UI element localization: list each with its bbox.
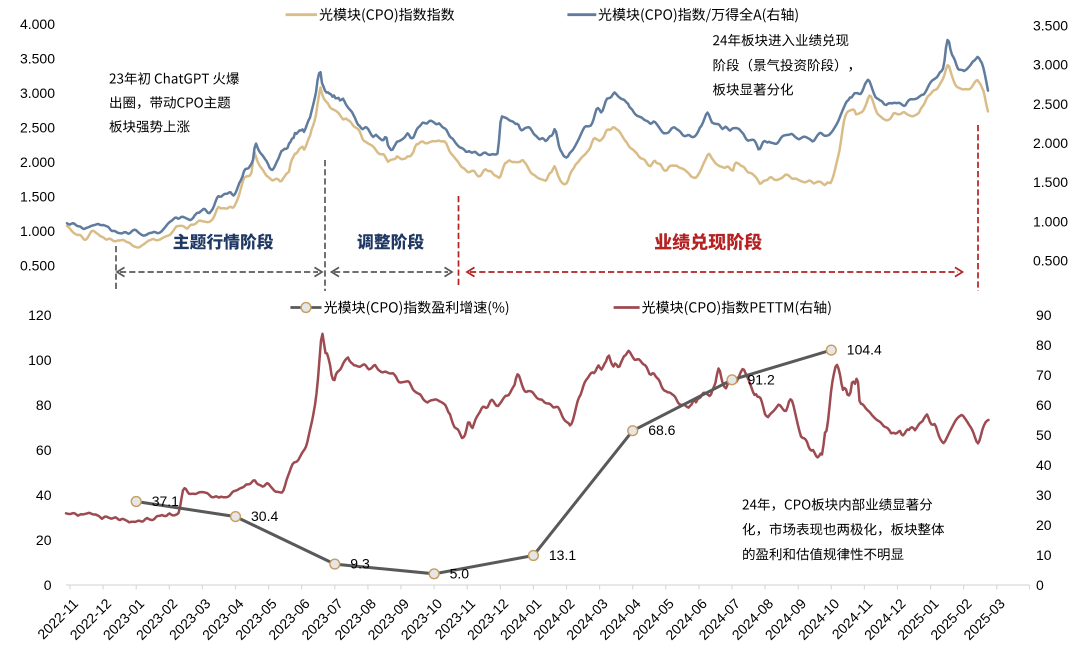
svg-text:80: 80 (1036, 337, 1052, 353)
svg-text:5.0: 5.0 (450, 565, 470, 581)
svg-text:3.000: 3.000 (20, 85, 55, 101)
svg-text:60: 60 (1036, 397, 1052, 413)
svg-text:60: 60 (36, 442, 52, 458)
svg-text:80: 80 (36, 397, 52, 413)
svg-text:2.000: 2.000 (1033, 135, 1068, 151)
svg-text:1.000: 1.000 (20, 223, 55, 239)
svg-text:0.500: 0.500 (1033, 253, 1068, 269)
svg-text:3.500: 3.500 (20, 51, 55, 67)
svg-text:20: 20 (36, 532, 52, 548)
svg-text:1.500: 1.500 (1033, 174, 1068, 190)
svg-text:4.000: 4.000 (20, 16, 55, 32)
svg-text:37.1: 37.1 (152, 493, 179, 509)
svg-text:70: 70 (1036, 367, 1052, 383)
svg-text:30.4: 30.4 (251, 508, 278, 524)
svg-text:2.500: 2.500 (20, 120, 55, 136)
svg-text:10: 10 (1036, 547, 1052, 563)
svg-text:104.4: 104.4 (847, 342, 882, 358)
svg-text:0: 0 (1036, 577, 1044, 593)
svg-text:3.000: 3.000 (1033, 57, 1068, 73)
svg-text:120: 120 (28, 307, 52, 323)
svg-text:30: 30 (1036, 487, 1052, 503)
svg-text:9.3: 9.3 (350, 556, 370, 572)
svg-text:20: 20 (1036, 517, 1052, 533)
svg-text:0: 0 (44, 577, 52, 593)
svg-text:68.6: 68.6 (648, 422, 675, 438)
svg-text:40: 40 (36, 487, 52, 503)
svg-text:100: 100 (28, 352, 52, 368)
svg-text:3.500: 3.500 (1033, 18, 1068, 34)
svg-text:0.500: 0.500 (20, 258, 55, 274)
svg-text:2.000: 2.000 (20, 154, 55, 170)
svg-text:50: 50 (1036, 427, 1052, 443)
svg-text:40: 40 (1036, 457, 1052, 473)
svg-text:91.2: 91.2 (748, 371, 775, 387)
svg-text:2.500: 2.500 (1033, 96, 1068, 112)
svg-text:90: 90 (1036, 307, 1052, 323)
svg-text:13.1: 13.1 (549, 547, 576, 563)
svg-text:1.500: 1.500 (20, 189, 55, 205)
svg-text:1.000: 1.000 (1033, 213, 1068, 229)
